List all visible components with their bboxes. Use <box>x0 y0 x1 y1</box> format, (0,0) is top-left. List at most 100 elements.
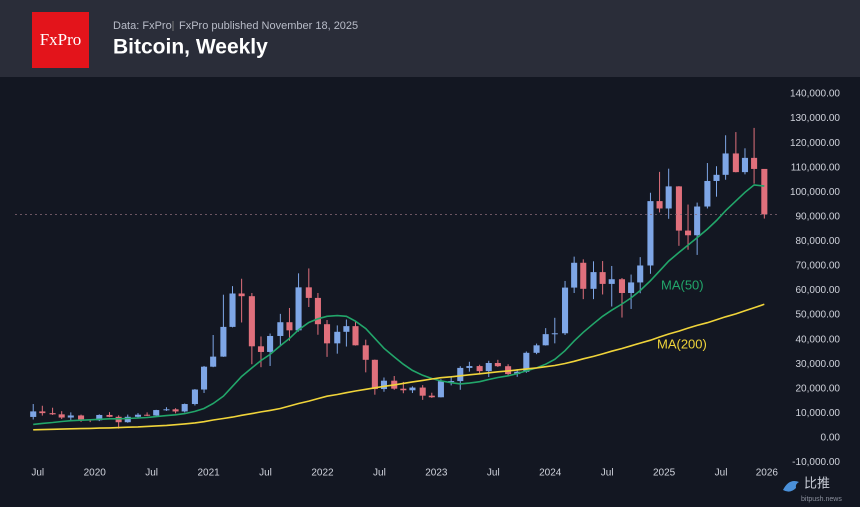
y-tick-label: 90,000.00 <box>796 211 841 222</box>
y-tick-label: -10,000.00 <box>792 457 840 468</box>
candle-body <box>30 411 37 417</box>
x-tick-label: 2020 <box>84 468 107 479</box>
y-tick-label: 70,000.00 <box>796 261 841 272</box>
candle-body <box>542 334 549 346</box>
candle-body <box>144 414 151 416</box>
candle-body <box>67 415 74 418</box>
candle-body <box>476 366 483 372</box>
candle-body <box>124 416 131 423</box>
header-bar <box>0 0 860 77</box>
candle-body <box>314 297 321 325</box>
candle-body <box>590 272 597 289</box>
candle-body <box>238 293 245 297</box>
candle-body <box>437 381 444 398</box>
candle-body <box>362 345 369 360</box>
candle-body <box>722 153 729 175</box>
y-tick-label: 0.00 <box>821 433 841 444</box>
candle-body <box>181 404 188 412</box>
y-tick-label: 20,000.00 <box>796 383 841 394</box>
candle-body <box>751 157 758 169</box>
candle-body <box>220 326 227 357</box>
candle-body <box>713 174 720 181</box>
x-tick-label: Jul <box>487 468 500 479</box>
candle-body <box>210 356 217 367</box>
x-tick-label: Jul <box>715 468 728 479</box>
y-tick-label: 10,000.00 <box>796 408 841 419</box>
watermark-icon <box>783 481 799 492</box>
candle-body <box>134 414 142 417</box>
candle-body <box>201 366 208 390</box>
candle-body <box>380 380 388 390</box>
candle-body <box>761 168 768 215</box>
watermark-site: bitpush.news <box>801 496 842 503</box>
candle-body <box>286 322 293 331</box>
candle-body <box>637 265 644 283</box>
candle-body <box>628 282 635 293</box>
y-tick-label: 60,000.00 <box>796 285 841 296</box>
y-tick-label: 100,000.00 <box>790 187 840 198</box>
x-tick-label: 2025 <box>653 468 676 479</box>
candle-body <box>428 395 435 398</box>
logo: FxPro <box>40 30 82 49</box>
candle-body <box>172 409 179 412</box>
x-tick-label: Jul <box>145 468 158 479</box>
y-tick-label: 40,000.00 <box>796 334 841 345</box>
ma-line <box>33 303 765 431</box>
candle-body <box>599 272 606 284</box>
candle-body <box>684 230 692 236</box>
y-tick-label: 130,000.00 <box>790 113 840 124</box>
candle-body <box>163 409 170 411</box>
x-tick-label: 2026 <box>756 468 779 479</box>
candle-body <box>257 346 265 352</box>
candle-body <box>618 279 626 293</box>
candle-body <box>523 352 530 372</box>
candle-body <box>533 345 540 353</box>
x-tick-label: 2021 <box>197 468 220 479</box>
x-tick-label: 2023 <box>425 468 448 479</box>
published: FxPro published November 18, 2025 <box>179 20 358 32</box>
candle-body <box>323 324 331 344</box>
candle-body <box>352 326 359 346</box>
candle-body <box>608 279 615 284</box>
candle-body <box>466 366 473 368</box>
candle-body <box>106 414 113 417</box>
candle-body <box>656 201 663 209</box>
candle-body <box>400 388 407 391</box>
candle-body <box>571 262 578 288</box>
y-tick-label: 140,000.00 <box>790 89 840 100</box>
x-tick-label: Jul <box>373 468 386 479</box>
candle-body <box>494 363 501 367</box>
candle-body <box>562 287 569 334</box>
source: Data: FxPro <box>113 20 172 32</box>
x-tick-label: Jul <box>259 468 272 479</box>
candle-body <box>191 389 198 405</box>
candle-body <box>457 367 464 382</box>
candle-body <box>551 333 558 335</box>
ma50-label: MA(50) <box>661 277 704 292</box>
logo-box <box>32 12 89 68</box>
candle-body <box>295 287 302 331</box>
candle-body <box>58 414 65 418</box>
candle-body <box>229 293 236 327</box>
candle-body <box>409 387 416 391</box>
y-tick-label: 30,000.00 <box>796 359 841 370</box>
watermark-brand: 比推 <box>804 477 830 492</box>
candle-body <box>665 186 672 209</box>
y-tick-label: 110,000.00 <box>791 162 841 173</box>
candle-body <box>343 326 350 332</box>
ma-line <box>33 184 765 426</box>
candle-body <box>49 413 56 415</box>
candle-body <box>334 331 341 344</box>
candle-body <box>741 157 749 173</box>
candle-body <box>694 206 701 236</box>
y-tick-label: 50,000.00 <box>796 310 841 321</box>
y-tick-label: 120,000.00 <box>790 138 840 149</box>
x-tick-label: 2024 <box>539 468 562 479</box>
candle-body <box>448 381 455 383</box>
candle-body <box>485 363 492 372</box>
candle-body <box>78 415 85 420</box>
candle-body <box>704 180 711 207</box>
candle-body <box>419 387 426 396</box>
